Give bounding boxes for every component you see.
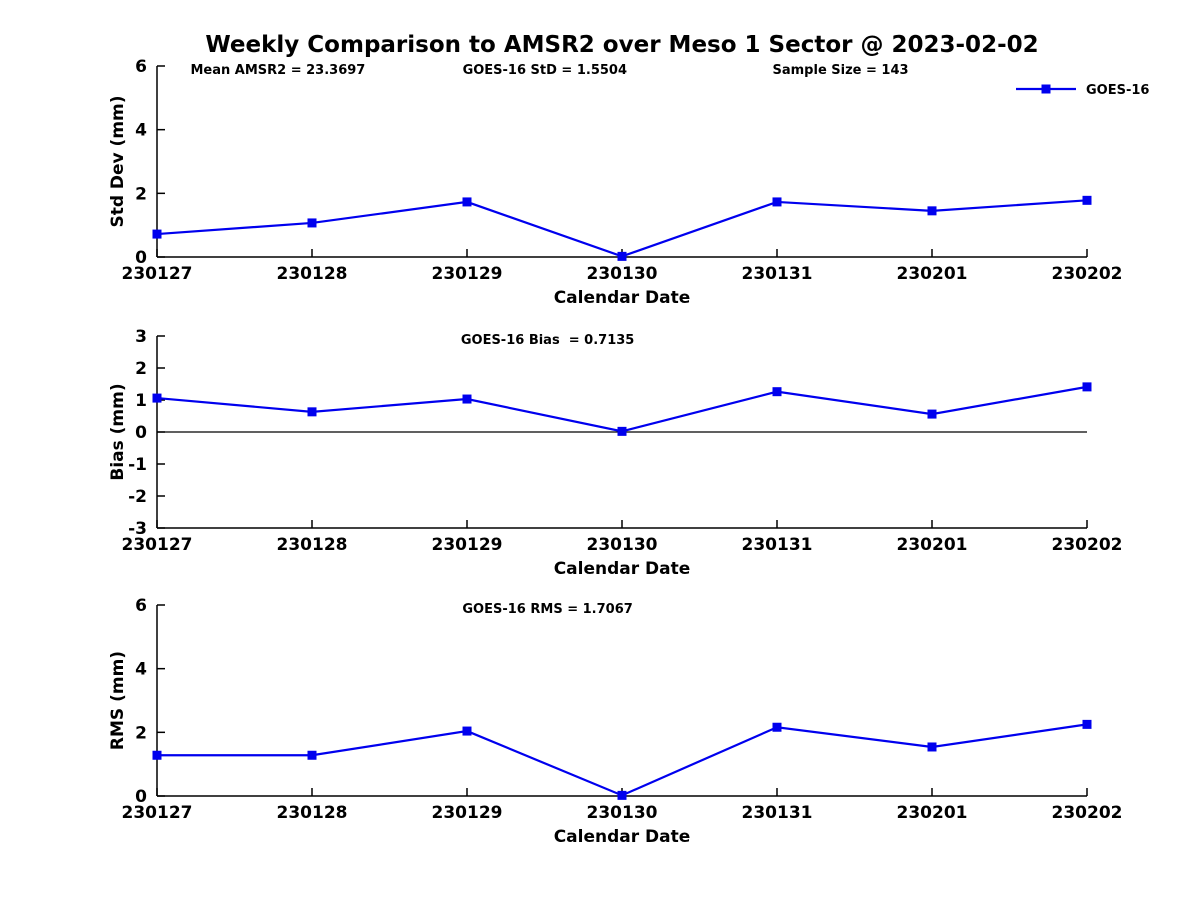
goes16-marker — [462, 394, 472, 404]
x-tick-label: 230201 — [897, 264, 968, 284]
x-tick-label: 230202 — [1052, 803, 1123, 823]
goes16-marker — [927, 742, 937, 752]
x-tick-label: 230201 — [897, 535, 968, 555]
annotation-text: GOES-16 RMS = 1.7067 — [462, 602, 632, 617]
y-tick-label: 4 — [135, 660, 147, 680]
goes16-marker — [927, 409, 937, 419]
goes16-marker — [307, 750, 317, 760]
goes16-marker — [307, 407, 317, 417]
goes16-line — [156, 385, 1088, 433]
x-axis-label: Calendar Date — [554, 559, 691, 579]
x-tick-label: 230127 — [122, 803, 193, 823]
x-tick-label: 230129 — [432, 264, 503, 284]
goes16-line — [156, 199, 1088, 258]
legend: GOES-16 — [1016, 83, 1149, 98]
y-tick-label: 1 — [135, 391, 147, 411]
x-tick-label: 230129 — [432, 535, 503, 555]
annotation-text: Sample Size = 143 — [773, 63, 909, 78]
y-tick-label: 6 — [135, 596, 147, 616]
goes16-marker — [1082, 719, 1092, 729]
x-tick-label: 230129 — [432, 803, 503, 823]
y-tick-label: 2 — [135, 723, 147, 743]
x-tick-label: 230201 — [897, 803, 968, 823]
x-tick-label: 230127 — [122, 264, 193, 284]
legend-marker-sample — [1041, 84, 1051, 94]
goes16-marker — [772, 722, 782, 732]
x-tick-label: 230202 — [1052, 535, 1123, 555]
y-tick-label: -3 — [128, 519, 147, 539]
goes16-marker — [462, 726, 472, 736]
y-tick-label: 0 — [135, 787, 147, 807]
x-tick-label: 230130 — [587, 535, 658, 555]
y-tick-label: 6 — [135, 57, 147, 77]
goes16-marker — [1082, 195, 1092, 205]
y-tick-label: 0 — [135, 423, 147, 443]
y-tick-label: 2 — [135, 359, 147, 379]
goes16-marker — [462, 197, 472, 207]
y-axis-label: RMS (mm) — [108, 651, 128, 750]
annotation-text: Mean AMSR2 = 23.3697 — [190, 63, 365, 78]
y-tick-label: 4 — [135, 121, 147, 141]
subplot-rms: 0 2 4 6 230127 230128 230129 230130 230131 230201… — [108, 596, 1122, 847]
goes16-marker — [1082, 382, 1092, 392]
annotation-text: GOES-16 StD = 1.5504 — [463, 63, 627, 78]
y-tick-label: -2 — [128, 487, 147, 507]
y-axis-label: Bias (mm) — [108, 383, 128, 480]
x-tick-label: 230128 — [277, 264, 348, 284]
y-axis-label: Std Dev (mm) — [108, 95, 128, 227]
goes16-marker — [772, 197, 782, 207]
x-tick-label: 230202 — [1052, 264, 1123, 284]
goes16-marker — [617, 790, 627, 800]
x-axis-label: Calendar Date — [554, 827, 691, 847]
y-tick-label: 2 — [135, 184, 147, 204]
goes16-marker — [152, 393, 162, 403]
goes16-marker — [307, 218, 317, 228]
y-tick-label: 0 — [135, 248, 147, 268]
subplot-stddev: 0 2 4 6 230127 230128 230129 230130 230131 230201… — [108, 57, 1149, 308]
subplot-bias: -3 -2 -1 0 1 2 3 230127 230128 230129 230130 230131… — [108, 327, 1122, 579]
x-tick-label: 230131 — [742, 803, 813, 823]
x-tick-label: 230128 — [277, 535, 348, 555]
x-tick-label: 230128 — [277, 803, 348, 823]
x-axis-label: Calendar Date — [554, 288, 691, 308]
y-tick-label: -1 — [128, 455, 147, 475]
x-tick-label: 230127 — [122, 535, 193, 555]
goes16-marker — [152, 750, 162, 760]
x-tick-label: 230130 — [587, 264, 658, 284]
goes16-line — [157, 723, 1088, 797]
goes16-marker — [927, 206, 937, 216]
chart-title: Weekly Comparison to AMSR2 over Meso 1 S… — [205, 32, 1039, 58]
x-tick-label: 230131 — [742, 264, 813, 284]
y-tick-label: 3 — [135, 327, 147, 347]
x-tick-label: 230131 — [742, 535, 813, 555]
goes16-marker — [617, 426, 627, 436]
annotation-text: GOES-16 Bias = 0.7135 — [461, 333, 635, 348]
goes16-marker — [152, 229, 162, 239]
legend-label: GOES-16 — [1086, 83, 1149, 98]
x-tick-label: 230130 — [587, 803, 658, 823]
goes16-marker — [772, 387, 782, 397]
goes16-marker — [617, 251, 627, 261]
